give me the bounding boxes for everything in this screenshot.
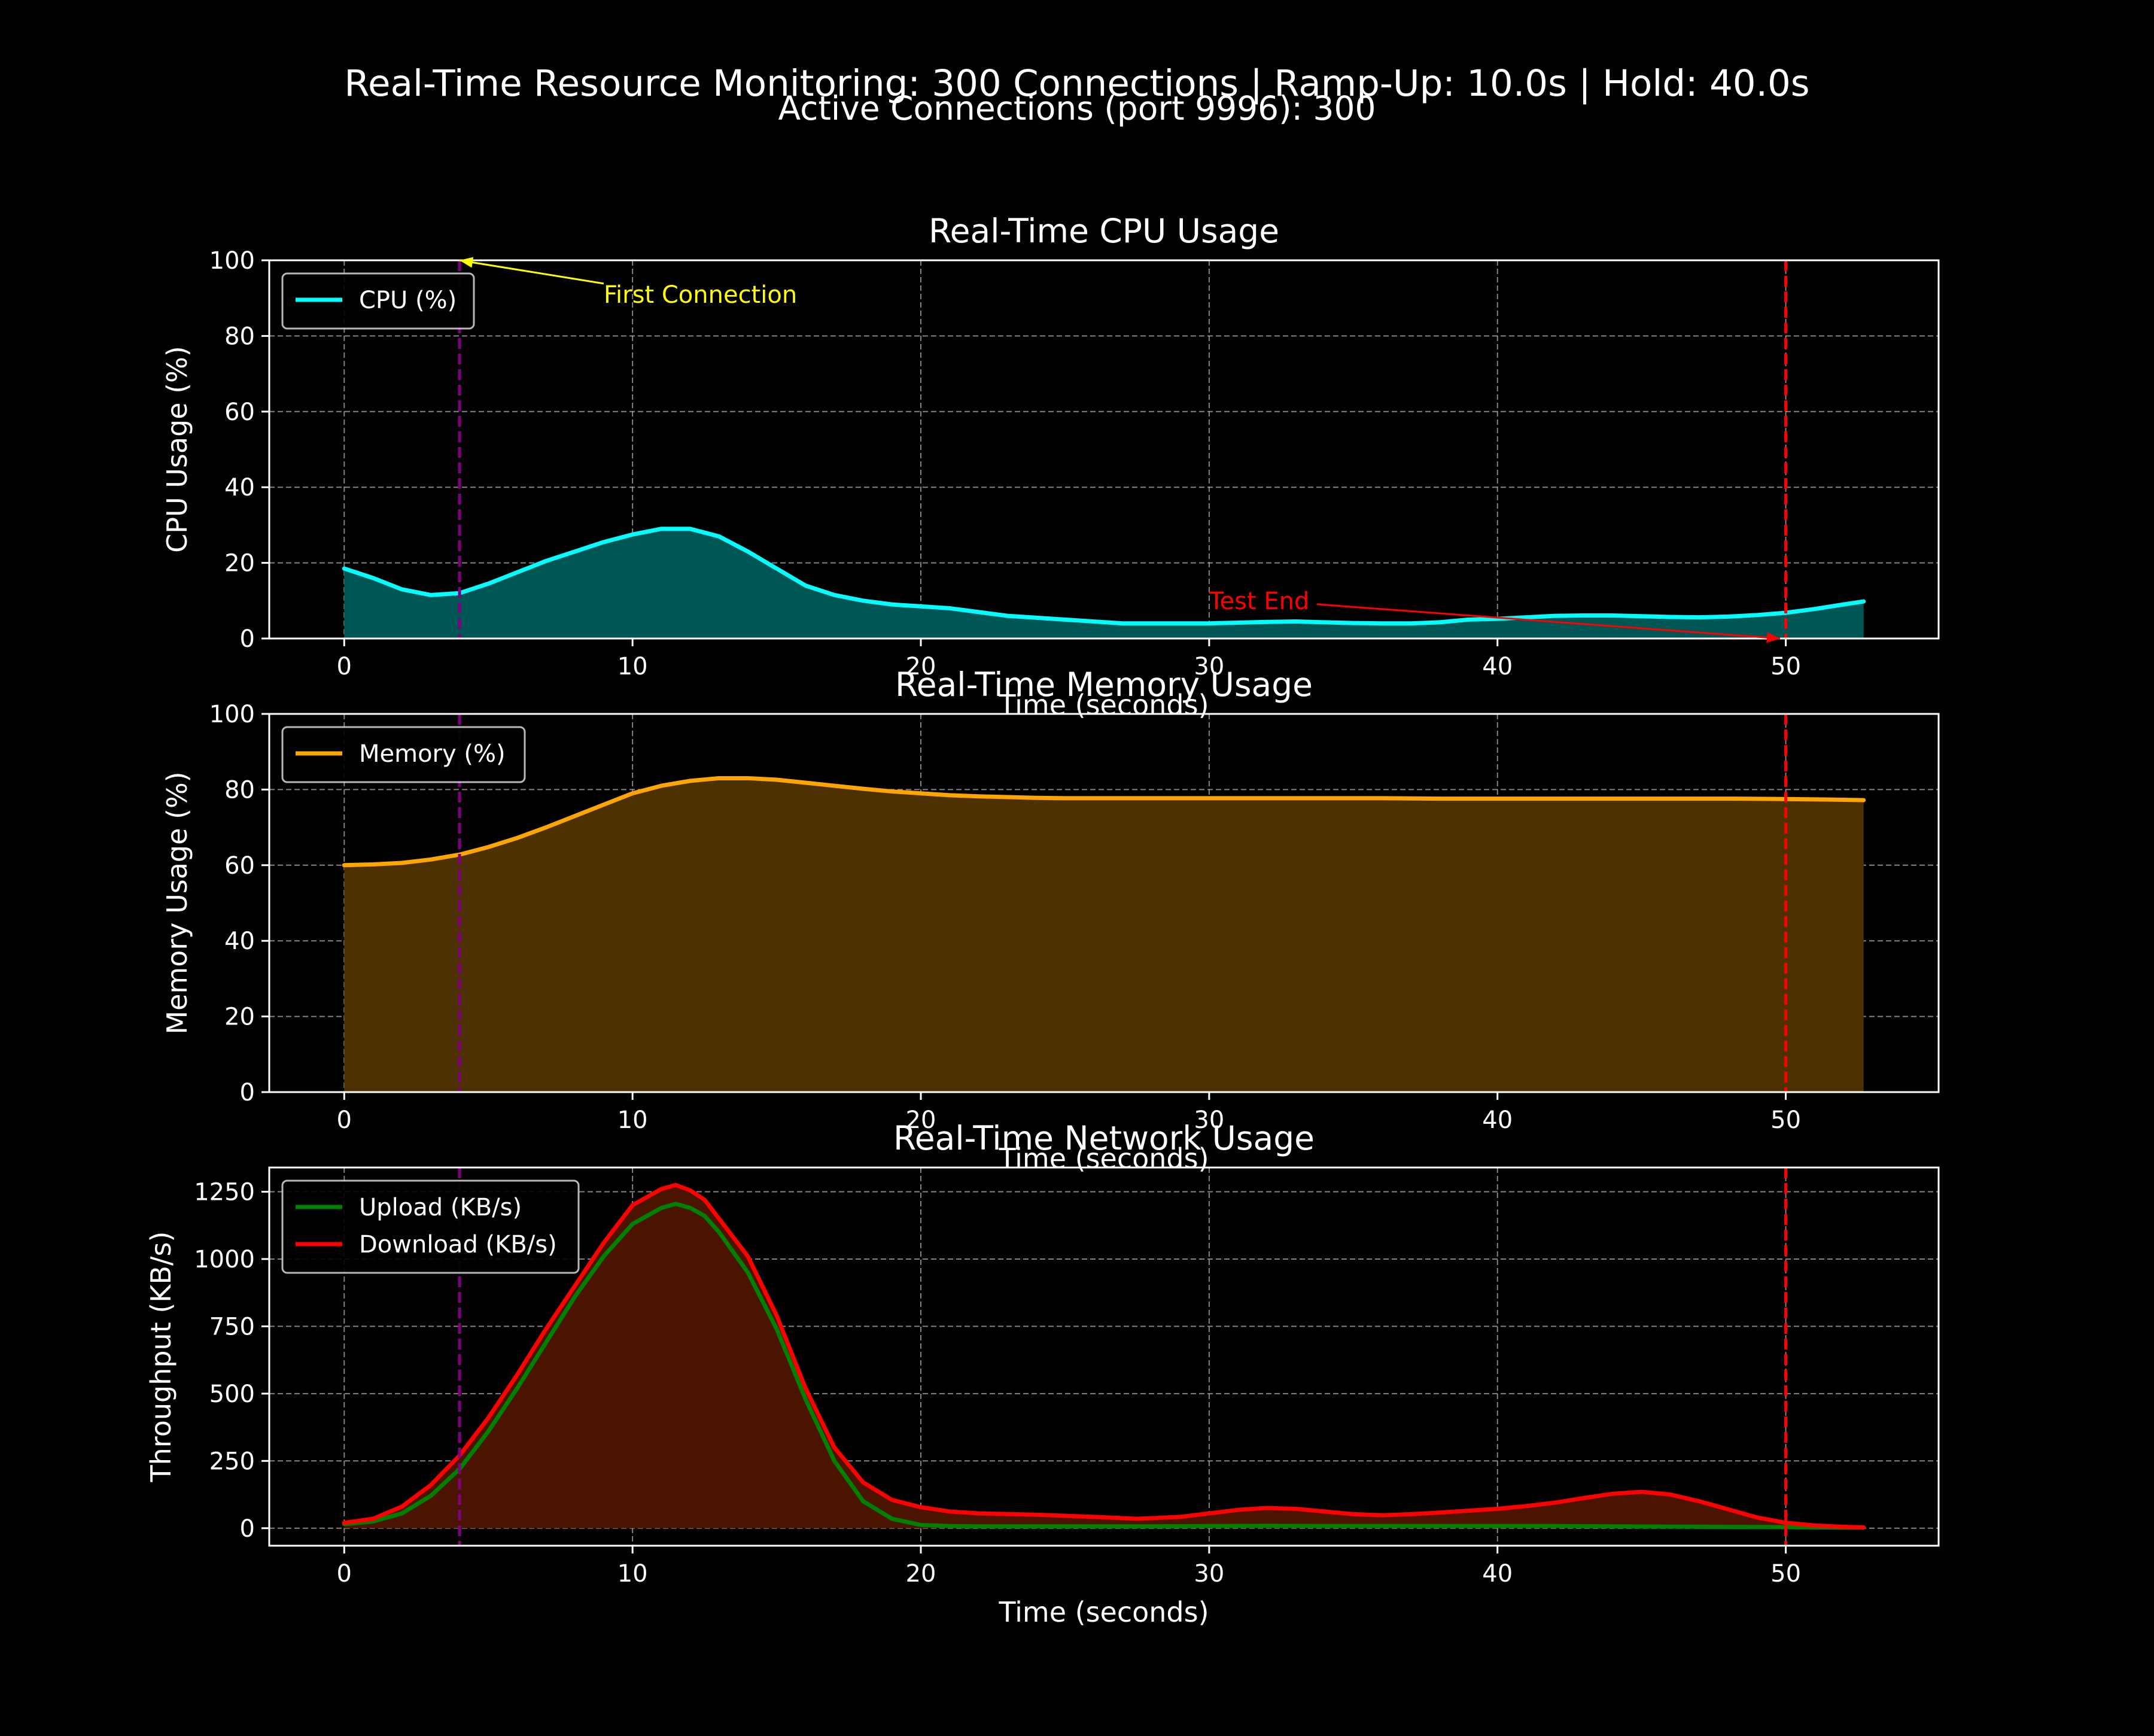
first-connection-label: First Connection: [604, 281, 797, 309]
series-area-fill: [344, 528, 1864, 639]
y-axis-label: Memory Usage (%): [161, 771, 193, 1034]
x-tick-label: 30: [1194, 1560, 1224, 1588]
x-tick-label: 40: [1482, 653, 1513, 680]
y-tick-label: 100: [209, 701, 255, 728]
test-end-label: Test End: [1209, 588, 1310, 615]
y-tick-label: 250: [209, 1448, 255, 1475]
series-line-0: [342, 1202, 1866, 1530]
y-tick-label: 40: [224, 474, 255, 501]
annotation-arrowhead: [1766, 632, 1780, 643]
y-tick-label: 750: [209, 1313, 255, 1340]
legend-label: CPU (%): [359, 287, 457, 314]
x-tick-label: 10: [617, 653, 648, 680]
legend-label: Memory (%): [359, 740, 506, 768]
y-tick-label: 60: [224, 852, 255, 880]
series-line-0: [342, 776, 1866, 868]
axes-frame: [268, 1166, 1940, 1547]
x-tick-label: 0: [337, 1560, 352, 1588]
y-tick-label: 20: [224, 1004, 255, 1031]
x-tick-label: 0: [337, 653, 352, 680]
legend: Memory (%): [281, 726, 526, 783]
plot-area: [342, 1168, 1866, 1546]
x-tick-label: 10: [617, 1560, 648, 1588]
y-tick-label: 500: [209, 1381, 255, 1408]
x-tick-label: 0: [337, 1106, 352, 1134]
x-tick-label: 20: [906, 1106, 936, 1134]
y-tick-label: 0: [240, 1079, 255, 1106]
series-line-1: [342, 1182, 1866, 1530]
y-tick-label: 1000: [194, 1246, 255, 1273]
legend-box: [281, 1179, 580, 1274]
x-tick-label: 20: [906, 653, 936, 680]
legend-label: Upload (KB/s): [359, 1194, 522, 1221]
x-axis-label: Time (seconds): [998, 1596, 1209, 1628]
y-axis-label: Throughput (KB/s): [145, 1232, 177, 1483]
figure-subtitle: Active Connections (port 9996): 300: [778, 89, 1376, 127]
annotation-arrow-line: [459, 259, 604, 285]
y-tick-label: 0: [240, 625, 255, 653]
legend-box: [281, 726, 526, 783]
axes-frame: [268, 259, 1940, 640]
x-tick-label: 30: [1194, 1106, 1224, 1134]
series-line-0: [342, 527, 1866, 626]
x-tick-label: 10: [617, 1106, 648, 1134]
y-tick-label: 1250: [194, 1178, 255, 1206]
network-area-fill: [344, 1185, 1864, 1528]
axes-frame: [268, 713, 1940, 1093]
y-tick-label: 60: [224, 399, 255, 426]
y-axis-label: CPU Usage (%): [161, 346, 193, 553]
y-tick-label: 20: [224, 550, 255, 577]
chart-1: 0 10 20 30 40 50 0 20 40 60 80 100 Real-Time Memory …: [161, 665, 1940, 1175]
x-tick-label: 50: [1770, 1560, 1801, 1588]
plot-area: [342, 714, 1866, 1092]
y-tick-label: 40: [224, 928, 255, 955]
x-tick-label: 30: [1194, 653, 1224, 680]
legend: CPU (%): [281, 272, 475, 330]
x-tick-label: 50: [1770, 1106, 1801, 1134]
chart-title: Real-Time Memory Usage: [895, 665, 1313, 704]
chart-title: Real-Time CPU Usage: [929, 212, 1279, 250]
y-tick-label: 80: [224, 776, 255, 804]
chart-0: 0 10 20 30 40 50 0 20 40 60 80 100 Real-Time CPU Usa…: [161, 212, 1940, 721]
x-axis-label: Time (seconds): [998, 1142, 1209, 1175]
x-axis-label: Time (seconds): [998, 689, 1209, 721]
x-tick-label: 50: [1770, 653, 1801, 680]
annotation-arrow-line: [1316, 603, 1781, 640]
chart-title: Real-Time Network Usage: [893, 1119, 1315, 1157]
y-tick-label: 0: [240, 1515, 255, 1543]
x-tick-label: 40: [1482, 1106, 1513, 1134]
legend-label: Download (KB/s): [359, 1231, 557, 1258]
x-tick-label: 20: [906, 1560, 936, 1588]
y-tick-label: 100: [209, 247, 255, 275]
figure-title: Real-Time Resource Monitoring: 300 Conne…: [344, 62, 1809, 105]
y-tick-label: 80: [224, 323, 255, 350]
series-area-fill: [344, 778, 1864, 1092]
legend-box: [281, 272, 475, 330]
x-tick-label: 40: [1482, 1560, 1513, 1588]
annotation-arrowhead: [460, 257, 474, 268]
legend: Upload (KB/s) Download (KB/s): [281, 1179, 580, 1274]
